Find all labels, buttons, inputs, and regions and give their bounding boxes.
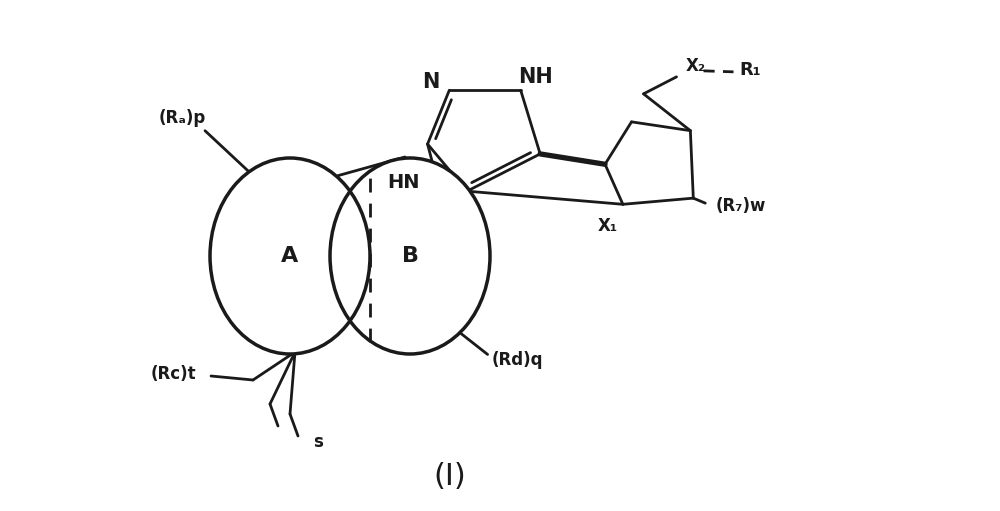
Text: (R₇)w: (R₇)w bbox=[715, 197, 766, 215]
Text: HN: HN bbox=[387, 173, 420, 192]
Text: A: A bbox=[281, 246, 299, 266]
Text: R₁: R₁ bbox=[740, 61, 761, 79]
Text: X₁: X₁ bbox=[598, 217, 618, 235]
Text: N: N bbox=[423, 72, 440, 92]
Ellipse shape bbox=[330, 158, 490, 354]
Text: NH: NH bbox=[518, 67, 553, 87]
Text: (Rc)t: (Rc)t bbox=[150, 365, 196, 383]
Text: (Ⅰ): (Ⅰ) bbox=[434, 461, 466, 491]
Text: s: s bbox=[313, 433, 323, 451]
Text: (Rd)q: (Rd)q bbox=[492, 352, 543, 369]
Text: (Rₐ)p: (Rₐ)p bbox=[158, 109, 206, 127]
Text: X₂: X₂ bbox=[686, 57, 706, 75]
Ellipse shape bbox=[210, 158, 370, 354]
Text: B: B bbox=[402, 246, 418, 266]
